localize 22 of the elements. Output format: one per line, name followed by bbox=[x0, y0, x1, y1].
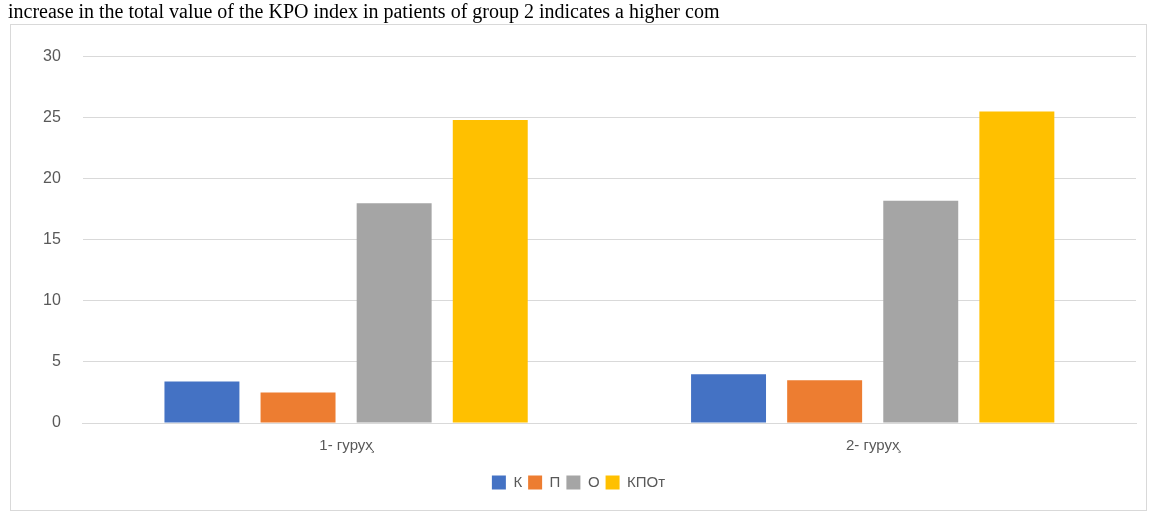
x-tick-label: 2- гурух̧ bbox=[845, 436, 902, 454]
bar bbox=[452, 120, 528, 423]
text: increase in the total value of the KPO index in patients of group 2 indicates a higher com bbox=[7, 0, 721, 22]
bar bbox=[260, 392, 336, 423]
bar bbox=[883, 200, 959, 423]
y-tick-label: 0 bbox=[51, 413, 61, 431]
legend-label: КПОт bbox=[627, 472, 666, 490]
bar bbox=[979, 111, 1055, 423]
y-tick-label: 30 bbox=[43, 47, 61, 65]
bar bbox=[787, 380, 863, 423]
legend-label: П bbox=[549, 472, 561, 490]
y-tick-label: 15 bbox=[43, 230, 61, 248]
y-tick-label: 10 bbox=[43, 291, 61, 309]
x-tick-label: 1- гурух̧ bbox=[319, 436, 375, 454]
legend-label: О bbox=[587, 472, 600, 490]
y-tick-label: 5 bbox=[51, 352, 61, 370]
bar bbox=[691, 374, 767, 423]
bar bbox=[356, 203, 432, 423]
legend-label: К bbox=[513, 472, 523, 490]
y-tick-label: 25 bbox=[43, 108, 61, 126]
bar bbox=[164, 381, 240, 423]
y-tick-label: 20 bbox=[43, 169, 61, 187]
